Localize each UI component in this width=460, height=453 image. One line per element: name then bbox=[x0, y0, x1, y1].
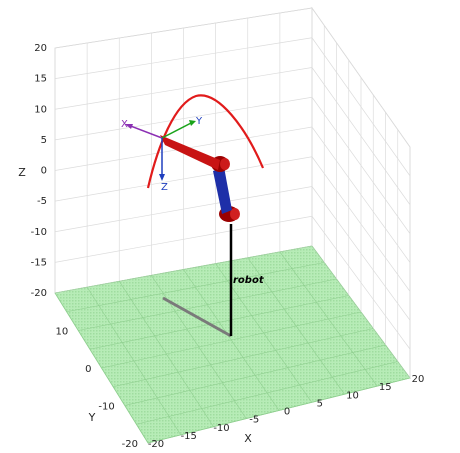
frame-z-arrow bbox=[159, 174, 165, 181]
z-tick-label: -5 bbox=[37, 196, 47, 207]
x-tick-label: -10 bbox=[213, 423, 229, 434]
z-tick-label: -20 bbox=[31, 288, 47, 299]
x-tick-label: 20 bbox=[412, 374, 425, 385]
frame-x-arrow bbox=[125, 124, 133, 129]
z-tick-label: 10 bbox=[34, 104, 47, 115]
frame-x-axis bbox=[127, 124, 163, 139]
y-tick-label: 10 bbox=[56, 327, 69, 338]
x-tick-label: -20 bbox=[148, 439, 164, 450]
end-effector-frame: X Y Z bbox=[121, 116, 203, 193]
y-gridline-floor bbox=[66, 262, 325, 313]
x-tick-label: -5 bbox=[249, 415, 259, 426]
frame-y-axis bbox=[161, 121, 194, 139]
z-tick-label: 5 bbox=[41, 135, 47, 146]
y-gridline-floor bbox=[136, 361, 398, 425]
x-tick-label: 0 bbox=[284, 407, 290, 418]
z-axis-label: Z bbox=[18, 166, 26, 179]
frame-z-label: Z bbox=[161, 182, 168, 193]
z-tick-label: -10 bbox=[31, 227, 47, 238]
x-tick-label: 10 bbox=[346, 390, 359, 401]
z-tick-label: -15 bbox=[31, 257, 47, 268]
frame-x-label: X bbox=[121, 119, 128, 130]
base-shadow bbox=[162, 296, 232, 338]
frame-y-label: Y bbox=[195, 116, 203, 127]
x-tick-label: 15 bbox=[379, 382, 392, 393]
y-gridline-floor bbox=[147, 377, 411, 444]
y-gridline-floor bbox=[124, 344, 386, 406]
robot-label: robot bbox=[233, 275, 265, 286]
tick-labels: -20 -15 -10 -5 0 5 10 15 20 -20 -15 -10 -5 0 5 10 15 20 -2… bbox=[31, 43, 425, 450]
y-tick-label: -20 bbox=[122, 439, 138, 450]
link-1 bbox=[213, 167, 232, 214]
z-tick-label: 15 bbox=[34, 74, 47, 85]
y-tick-label: 0 bbox=[85, 364, 91, 375]
trajectory-curve bbox=[146, 94, 265, 189]
frame-y-arrow bbox=[189, 120, 196, 126]
x-axis-label: X bbox=[244, 432, 252, 445]
z-tick-label: 0 bbox=[41, 166, 47, 177]
x-tick-label: 5 bbox=[317, 398, 323, 409]
y-axis-label: Y bbox=[88, 411, 96, 424]
x-tick-label: -15 bbox=[181, 431, 197, 442]
y-gridline-floor bbox=[101, 311, 362, 369]
link-2 bbox=[160, 135, 220, 170]
z-tick-label: 20 bbox=[34, 43, 47, 54]
y-gridline-floor bbox=[89, 295, 349, 350]
axis-labels: Z X Y bbox=[18, 166, 252, 445]
y-tick-label: -10 bbox=[98, 402, 114, 413]
y-gridline-floor bbox=[54, 245, 313, 294]
y-gridline-floor bbox=[113, 328, 374, 388]
y-gridline-floor bbox=[78, 278, 337, 331]
